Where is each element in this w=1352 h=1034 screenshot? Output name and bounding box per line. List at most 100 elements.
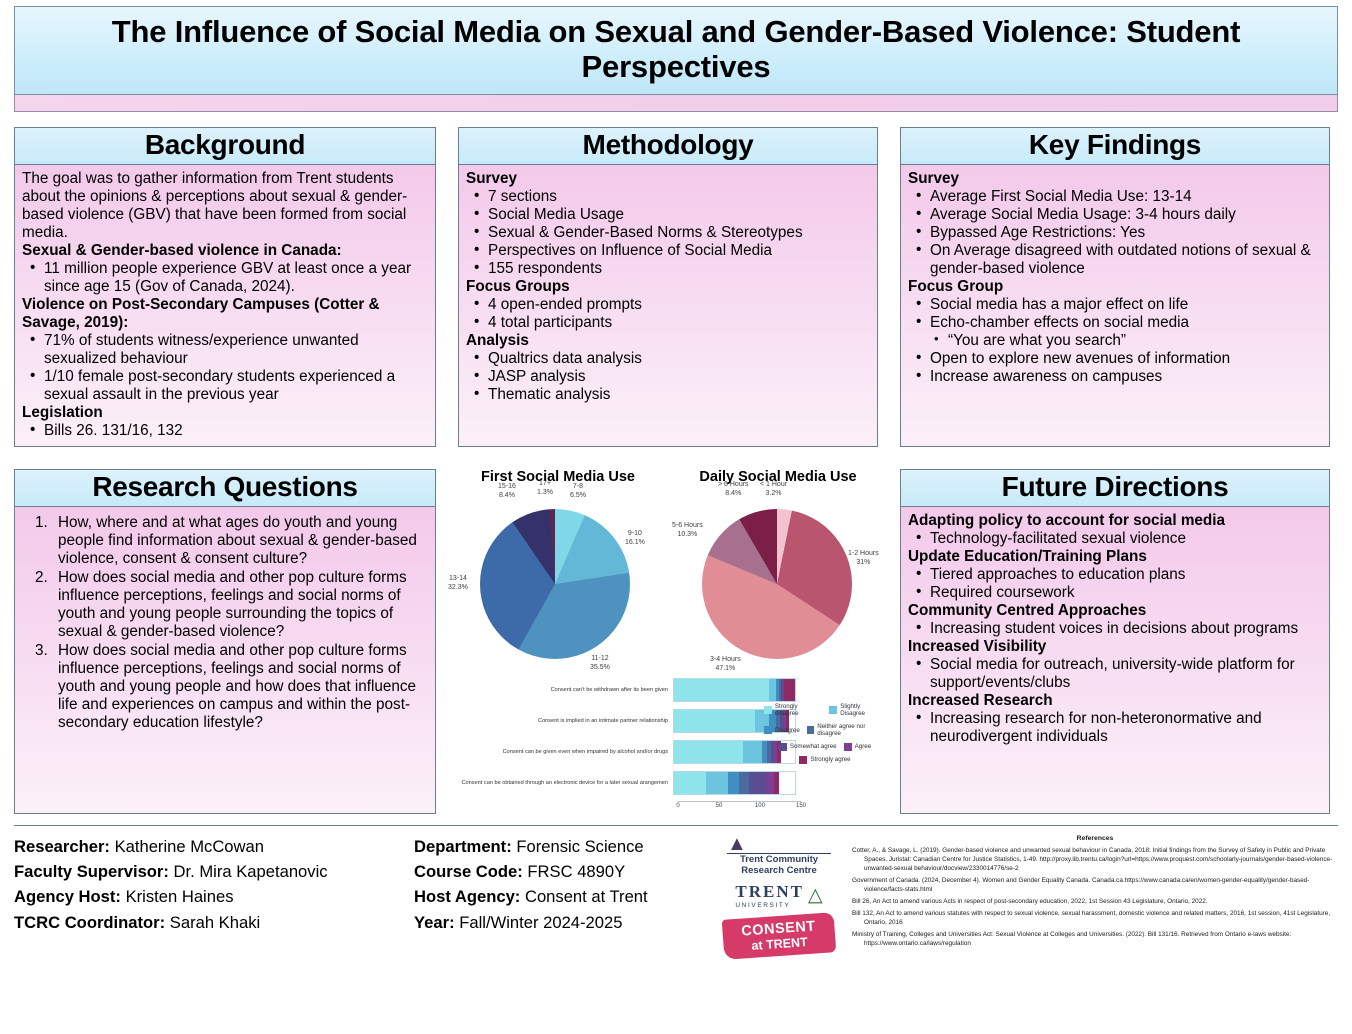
credits-right: Department: Forensic Science Course Code… (414, 834, 714, 956)
future-group-list: Increasing research for non-heteronormat… (908, 709, 1322, 746)
bar-segment-neither (738, 772, 750, 795)
credit-label: Agency Host: (14, 887, 121, 907)
chart-title: Daily Social Media Use (699, 468, 857, 485)
panel-research-questions: Research Questions How, where and at wha… (14, 468, 436, 814)
bar-segment-slightly-disagree (706, 772, 729, 795)
credit-department: Department: Forensic Science (414, 834, 714, 859)
bar-segment-neither (766, 741, 771, 764)
legend-swatch (764, 726, 772, 735)
title-accent-bar (14, 95, 1338, 113)
chart-title: First Social Media Use (481, 468, 635, 485)
pie-charts-group: First Social Media Use 7-8 6.5% 9-10 16.1%… (448, 468, 879, 672)
pie-label-over-6-hours: > 6 Hours 8.4% (718, 480, 749, 497)
legend-label: Neither agree nor disagree (817, 722, 866, 738)
bar-track (673, 709, 796, 734)
pie-label-13-14: 13-14 32.3% (448, 574, 468, 591)
list-item: Sexual & Gender-Based Norms & Stereotype… (466, 223, 870, 242)
background-sub3-list: Bills 26. 131/16, 132 (22, 421, 428, 440)
bar-track (673, 771, 796, 796)
tcrc-logo-text: Trent Community Research Centre (727, 854, 831, 876)
legend-label: Disagree (775, 726, 800, 734)
bar-row: Consent can't be withdrawn after its bee… (458, 677, 878, 704)
panel-methodology-title: Methodology (582, 129, 754, 161)
credit-value: Fall/Winter 2024-2025 (459, 912, 623, 932)
bar-row: Consent can be obtained through an elect… (458, 770, 878, 797)
credit-value: FRSC 4890Y (527, 862, 626, 882)
credit-label: Researcher: (14, 836, 110, 856)
credit-value: Kristen Haines (125, 887, 234, 907)
list-item: Qualtrics data analysis (466, 349, 870, 368)
panel-row-bottom: Research Questions How, where and at wha… (14, 468, 1338, 814)
list-item: Increasing research for non-heteronormat… (908, 709, 1322, 746)
pie-canvas: < 1 Hour 3.2% 1-2 Hours 31% 3-4 Hours 47.1%… (672, 481, 879, 672)
bar-segment-disagree (769, 710, 776, 733)
pie-label-15-16: 15-16 8.4% (498, 482, 516, 499)
bar-segment-strongly-disagree (674, 772, 707, 795)
x-tick-150: 150 (795, 802, 807, 809)
panel-research-questions-header: Research Questions (15, 469, 435, 507)
trent-wordmark: TRENT (735, 882, 804, 902)
pie-canvas: 7-8 6.5% 9-10 16.1% 11-12 35.5% 13-14 32.3% (448, 480, 658, 671)
reference-item: Cotter, A., & Savage, L. (2019). Gender-… (852, 846, 1333, 872)
background-sub2-list: 71% of students witness/experience unwan… (22, 331, 428, 404)
credit-label: TCRC Coordinator: (14, 912, 166, 932)
list-item: 4 total participants (466, 313, 870, 332)
credit-host-agency: Host Agency: Consent at Trent (414, 884, 714, 909)
panel-key-findings-body: Survey Average First Social Media Use: 1… (901, 165, 1329, 446)
divider (727, 852, 831, 854)
bar-segment-disagree (728, 772, 739, 795)
panel-background-title: Background (144, 129, 306, 161)
future-group-list: Technology-facilitated sexual violence (908, 529, 1322, 548)
legend-swatch (829, 706, 838, 715)
background-sub1-list: 11 million people experience GBV at leas… (22, 259, 428, 296)
logos-group: ▲ Trent Community Research Centre TRENT … (714, 834, 844, 961)
panel-future-directions: Future Directions Adapting policy to acc… (900, 468, 1330, 814)
credit-year: Year: Fall/Winter 2024-2025 (414, 910, 714, 935)
legend-label: Agree (854, 743, 872, 750)
future-group-list: Social media for outreach, university-wi… (908, 655, 1322, 692)
list-item: “You are what you search” (908, 331, 1322, 350)
bar-row: Consent is implied in an intimate partne… (458, 708, 878, 735)
bar-category-label: Consent can be obtained through an elect… (461, 780, 668, 787)
background-sub3: Legislation (22, 404, 103, 422)
trent-university-subtext: UNIVERSITY (735, 902, 791, 910)
bar-segment-agree (766, 772, 775, 795)
key-findings-focus-list-2: Open to explore new avenues of informati… (908, 349, 1322, 386)
poster-title-banner: The Influence of Social Media on Sexual … (14, 6, 1338, 96)
bar-segment-strongly-agree (786, 710, 790, 733)
pie-label-5-6-hours: 5-6 Hours 10.3% (672, 521, 703, 538)
references-heading: References (1076, 834, 1114, 842)
bar-segment-strongly-agree (784, 679, 795, 702)
bar-track (673, 678, 796, 703)
bar-segment-agree (782, 679, 785, 702)
future-group-title: Increased Visibility (908, 637, 1047, 655)
list-item: Perspectives on Influence of Social Medi… (466, 241, 870, 260)
key-findings-sub2: Focus Group (908, 278, 1004, 296)
trent-university-logo: TRENT UNIVERSITY △ (735, 882, 822, 909)
poster-footer: Researcher: Katherine McCowan Faculty Su… (14, 824, 1338, 961)
legend-swatch (806, 726, 815, 735)
legend-item-agree: Agree (843, 742, 872, 751)
list-item: Bills 26. 131/16, 132 (22, 421, 428, 440)
bar-chart-legend: Strongly disagree Slightly Disagree Disa… (764, 703, 886, 769)
pie-label-9-10: 9-10 16.1% (625, 529, 645, 546)
legend-item-somewhat-agree: Somewhat agree (778, 742, 837, 751)
list-item: Echo-chamber effects on social media (908, 313, 1322, 332)
reference-item: Ministry of Training, Colleges and Unive… (852, 931, 1292, 948)
bar-category-label: Consent can be given even when impaired … (502, 749, 668, 756)
pie-label-11-12: 11-12 35.5% (590, 654, 610, 671)
credit-value: Forensic Science (516, 836, 644, 856)
credit-value: Sarah Khaki (169, 912, 261, 932)
list-item: 71% of students witness/experience unwan… (22, 331, 428, 368)
list-item: 155 respondents (466, 259, 870, 278)
panel-research-questions-title: Research Questions (92, 470, 358, 502)
panel-row-top: Background The goal was to gather inform… (14, 127, 1338, 447)
charts-column: First Social Media Use 7-8 6.5% 9-10 16.1%… (448, 468, 879, 812)
bar-segment-strongly-disagree (674, 710, 755, 733)
bar-track (673, 740, 796, 765)
bar-segment-somewhat-agree (780, 710, 784, 733)
background-intro: The goal was to gather information from … (22, 170, 408, 242)
methodology-survey-list: 7 sections Social Media Usage Sexual & G… (466, 187, 870, 278)
future-group-title: Adapting policy to account for social me… (908, 511, 1226, 529)
